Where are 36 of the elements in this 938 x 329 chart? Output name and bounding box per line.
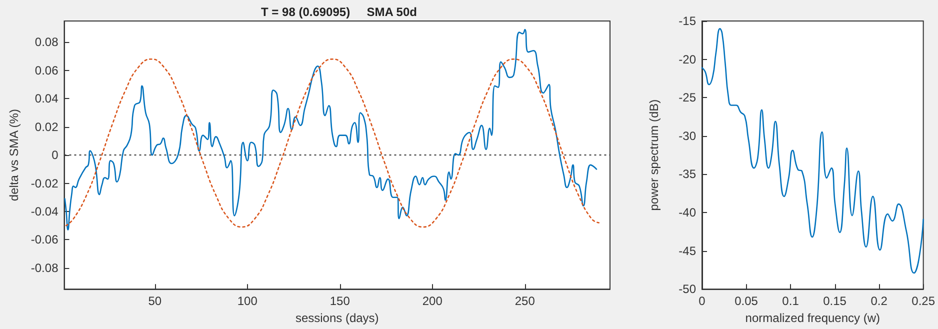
- x-tick-label: 0.1: [782, 294, 800, 308]
- y-tick-label: -0.04: [30, 204, 59, 218]
- x-tick-label: 200: [422, 294, 443, 308]
- y-tick-label: -40: [678, 206, 696, 220]
- x-tick-label: 0.2: [870, 294, 888, 308]
- y-tick-label: 0.06: [34, 63, 59, 78]
- y-tick-label: -0.06: [30, 232, 59, 247]
- x-tick-label: 0: [698, 294, 706, 308]
- y-axis-title: power spectrum (dB): [647, 99, 661, 211]
- y-tick-label: -50: [678, 282, 696, 296]
- y-tick-label: -20: [678, 52, 696, 66]
- x-axis-title: sessions (days): [295, 311, 379, 325]
- x-tick-label: 100: [237, 294, 258, 308]
- y-tick-label: 0.02: [34, 120, 59, 134]
- x-tick-label: 0.05: [734, 294, 758, 308]
- y-axis-title: delta vs SMA (%): [7, 109, 21, 202]
- x-tick-label: 150: [330, 294, 350, 308]
- x-tick-label: 50: [148, 294, 162, 308]
- y-tick-label: -45: [678, 244, 696, 258]
- y-tick-label: -0.08: [30, 260, 59, 275]
- line-series: [65, 58, 600, 228]
- x-tick-label: 250: [514, 294, 536, 308]
- y-tick-label: 0.04: [34, 92, 59, 106]
- y-tick-label: -35: [678, 167, 696, 182]
- line-series: [64, 28, 598, 230]
- y-tick-label: -30: [678, 128, 696, 143]
- chart-title: T = 98 (0.69095) SMA 50d: [261, 5, 417, 19]
- x-tick-label: 0.15: [823, 294, 847, 308]
- y-tick-label: -0.02: [30, 176, 59, 190]
- x-axis-title: normalized frequency (w): [745, 311, 880, 325]
- x-tick-label: 0.25: [912, 294, 936, 308]
- y-tick-label: 0: [52, 148, 59, 162]
- line-series: [701, 28, 924, 274]
- y-tick-label: -25: [678, 90, 696, 105]
- y-tick-label: 0.08: [34, 35, 59, 50]
- y-tick-label: -15: [678, 14, 696, 28]
